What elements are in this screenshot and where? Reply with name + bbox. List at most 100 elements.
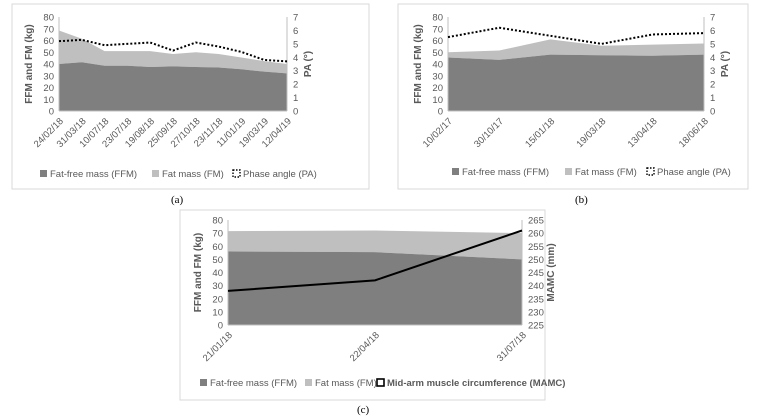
y-tick-label-right: 6 — [710, 26, 715, 37]
panel-c-frame — [179, 209, 546, 401]
y-tick-label-left: 70 — [43, 24, 54, 35]
y-axis-title-right: MAMC (mm) — [546, 243, 557, 301]
y-axis-title-left: FFM and FM (kg) — [413, 24, 424, 103]
y-tick-label-left: 0 — [49, 107, 54, 118]
legend-swatch-mamc — [376, 378, 385, 387]
y-tick-label-right: 3 — [293, 66, 298, 77]
y-tick-label-right: 230 — [528, 307, 544, 318]
legend-swatch-ffm — [452, 168, 459, 175]
caption-b: (b) — [575, 194, 588, 206]
legend-label: Phase angle (PA) — [243, 169, 317, 180]
y-tick-label-left: 40 — [212, 268, 223, 279]
line-mamc — [227, 229, 523, 292]
legend-label: Mid-arm muscle circumference (MAMC) — [387, 378, 565, 389]
legend-label: Fat mass (FM) — [575, 167, 637, 178]
y-tick-label-left: 0 — [438, 107, 443, 118]
area-fat-mass — [228, 230, 522, 260]
x-tick-label: 18/06/18 — [677, 116, 711, 150]
y-tick-label-right: 7 — [710, 13, 715, 24]
y-tick-label-left: 10 — [432, 95, 443, 106]
legend-swatch-ffm — [200, 379, 207, 386]
area-fat-mass — [59, 30, 287, 74]
y-tick-label-right: 5 — [293, 39, 298, 50]
y-tick-label-left: 30 — [43, 71, 54, 82]
y-tick-label-left: 70 — [212, 229, 223, 240]
x-tick-label: 30/10/17 — [472, 116, 506, 150]
x-tick-label: 22/04/18 — [348, 330, 382, 364]
x-tick-label: 21/01/18 — [201, 330, 235, 364]
y-tick-label-right: 225 — [528, 321, 544, 332]
legend-label: Fat mass (FM) — [162, 169, 224, 180]
panel-b-frame — [397, 3, 749, 190]
legend-swatch-fm — [565, 168, 572, 175]
y-tick-label-left: 60 — [432, 36, 443, 47]
y-axis-title-right: PA (°) — [720, 51, 731, 77]
legend-swatch-fm — [152, 170, 159, 177]
y-tick-label-left: 20 — [432, 83, 443, 94]
y-tick-label-right: 1 — [293, 93, 298, 104]
line-phase-angle — [58, 38, 288, 63]
legend-label: Fat-free mass (FFM) — [462, 167, 549, 178]
area-fat-free-mass — [228, 251, 522, 325]
y-tick-label-left: 50 — [212, 255, 223, 266]
y-tick-label-left: 80 — [212, 216, 223, 227]
area-fat-mass — [448, 39, 704, 60]
y-tick-label-right: 4 — [710, 53, 715, 64]
panel-a-frame — [11, 3, 370, 190]
legend-label: Fat-free mass (FFM) — [210, 378, 297, 389]
y-tick-label-right: 6 — [293, 26, 298, 37]
y-axis-title-left: FFM and FM (kg) — [24, 24, 35, 103]
caption-a: (a) — [171, 194, 184, 206]
caption-c: (c) — [357, 404, 370, 416]
y-tick-label-right: 1 — [710, 93, 715, 104]
y-tick-label-left: 60 — [212, 242, 223, 253]
y-tick-label-left: 70 — [432, 24, 443, 35]
y-tick-label-right: 250 — [528, 255, 544, 266]
legend-swatch-pa — [232, 169, 241, 178]
y-tick-label-right: 235 — [528, 294, 544, 305]
y-tick-label-right: 0 — [293, 107, 298, 118]
y-tick-label-right: 245 — [528, 268, 544, 279]
legend-label: Fat mass (FM) — [315, 378, 377, 389]
legend-swatch-ffm — [40, 170, 47, 177]
y-tick-label-left: 10 — [212, 307, 223, 318]
chart-c: 0 10 20 30 40 50 60 70 80 225 230 235 240 245 250 255 26… — [193, 216, 565, 390]
y-tick-label-right: 255 — [528, 242, 544, 253]
y-tick-label-left: 80 — [432, 13, 443, 24]
y-tick-label-right: 5 — [710, 39, 715, 50]
legend-swatch-pa — [646, 167, 655, 176]
y-tick-label-left: 80 — [43, 13, 54, 24]
y-tick-label-right: 260 — [528, 229, 544, 240]
y-tick-label-left: 30 — [212, 281, 223, 292]
y-tick-label-left: 30 — [432, 71, 443, 82]
y-tick-label-left: 20 — [212, 294, 223, 305]
y-tick-label-right: 2 — [293, 80, 298, 91]
y-tick-label-left: 10 — [43, 95, 54, 106]
area-fat-free-mass — [59, 62, 287, 111]
y-tick-label-right: 240 — [528, 281, 544, 292]
y-tick-label-left: 60 — [43, 36, 54, 47]
y-axis-title-left: FFM and FM (kg) — [193, 233, 204, 312]
area-fat-free-mass — [448, 54, 704, 111]
x-tick-label: 15/01/18 — [523, 116, 557, 150]
line-phase-angle — [447, 26, 705, 45]
y-tick-label-right: 3 — [710, 66, 715, 77]
y-tick-label-left: 0 — [218, 321, 223, 332]
y-tick-label-right: 2 — [710, 80, 715, 91]
x-tick-label: 10/02/17 — [421, 116, 455, 150]
y-tick-label-right: 0 — [710, 107, 715, 118]
y-axis-title-right: PA (°) — [303, 51, 314, 77]
y-tick-label-left: 40 — [432, 60, 443, 71]
y-tick-label-right: 7 — [293, 13, 298, 24]
y-tick-label-right: 265 — [528, 216, 544, 227]
y-tick-label-left: 40 — [43, 60, 54, 71]
x-tick-label: 19/03/18 — [574, 116, 608, 150]
x-tick-label: 13/04/18 — [626, 116, 660, 150]
legend-label: Fat-free mass (FFM) — [50, 169, 137, 180]
y-tick-label-left: 20 — [43, 83, 54, 94]
chart-a: 010203040506070800123456724/02/1831/03/1… — [24, 13, 317, 181]
legend-swatch-fm — [305, 379, 312, 386]
y-tick-label-left: 50 — [43, 48, 54, 59]
